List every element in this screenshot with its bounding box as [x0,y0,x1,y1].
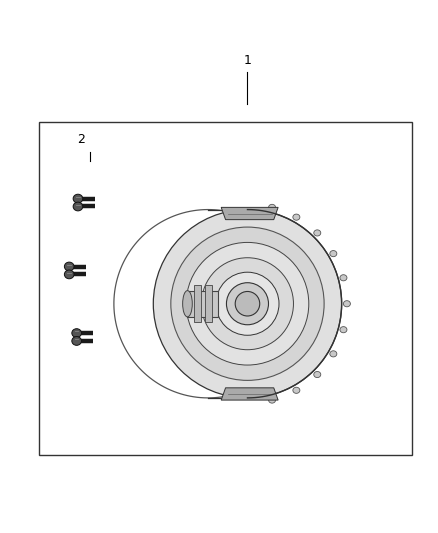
Ellipse shape [64,270,74,279]
Polygon shape [221,207,278,220]
Ellipse shape [73,194,83,203]
Ellipse shape [153,209,342,398]
Ellipse shape [340,274,347,281]
Ellipse shape [186,243,309,365]
Ellipse shape [72,336,81,345]
Bar [39,122,412,455]
Ellipse shape [340,327,347,333]
Ellipse shape [226,282,268,325]
Ellipse shape [73,202,83,211]
Ellipse shape [293,214,300,220]
Ellipse shape [216,272,279,335]
Bar [187,290,218,317]
Ellipse shape [314,230,321,236]
Bar [194,285,201,322]
Ellipse shape [64,262,74,271]
Ellipse shape [183,290,192,317]
Ellipse shape [268,204,276,211]
Ellipse shape [330,251,337,257]
Ellipse shape [293,387,300,393]
Bar [205,285,212,322]
Ellipse shape [171,227,324,381]
Ellipse shape [330,351,337,357]
Ellipse shape [235,292,260,316]
Ellipse shape [268,397,276,403]
Ellipse shape [343,301,350,307]
Text: 1: 1 [244,54,251,67]
Text: 2: 2 [77,133,85,146]
Polygon shape [221,388,278,400]
Ellipse shape [201,258,293,350]
Ellipse shape [314,372,321,377]
Ellipse shape [72,329,81,337]
